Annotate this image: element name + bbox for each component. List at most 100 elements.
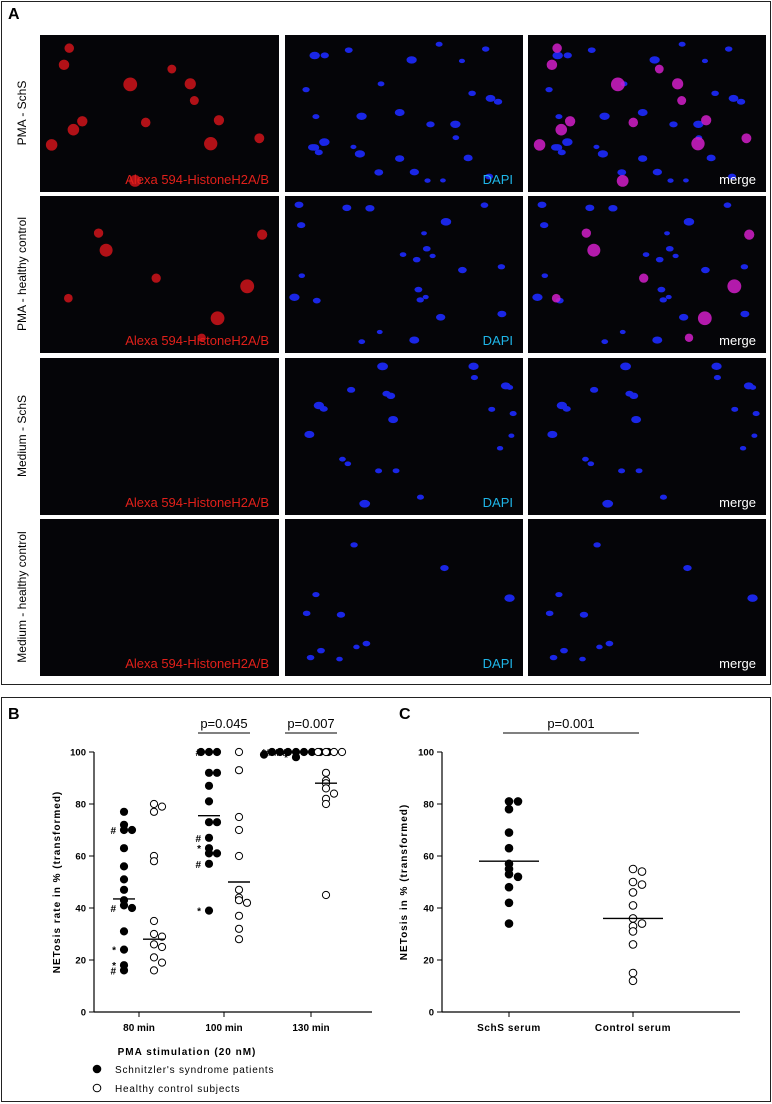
micrograph-blue: DAPI — [285, 358, 523, 515]
nucleus — [664, 231, 670, 236]
nucleus — [590, 386, 599, 393]
nucleus — [353, 644, 360, 650]
histone-signal — [587, 243, 601, 257]
nucleus — [497, 264, 506, 270]
point-control — [313, 747, 323, 757]
nucleus — [458, 58, 465, 64]
micrograph-red: Alexa 594-HistoneH2A/B — [40, 196, 279, 353]
point-control — [149, 966, 159, 975]
point-schs — [204, 768, 214, 777]
micrograph-cells — [532, 201, 755, 345]
nucleus — [713, 375, 721, 381]
nucleus — [406, 56, 417, 64]
histone-signal — [67, 123, 80, 136]
nucleus — [450, 120, 461, 128]
histone-signal — [546, 59, 558, 71]
nucleus — [365, 204, 375, 212]
micrograph-blue: DAPI — [285, 196, 523, 353]
histone-signal — [240, 279, 255, 294]
nucleus — [747, 594, 758, 602]
nucleus — [468, 90, 476, 97]
point-control — [157, 942, 167, 952]
point-control — [637, 867, 647, 876]
micrograph-blue: DAPI — [285, 519, 523, 676]
nucleus — [314, 149, 323, 156]
channel-label: Alexa 594-HistoneH2A/B — [125, 172, 269, 187]
nucleus — [440, 564, 449, 572]
panel-c-letter: C — [399, 706, 411, 723]
point-schs — [504, 828, 514, 837]
histone-signal — [189, 96, 199, 106]
nucleus — [642, 252, 650, 257]
nucleus — [409, 168, 419, 176]
nucleus — [736, 98, 746, 105]
nucleus — [359, 499, 371, 508]
nucleus — [560, 647, 568, 654]
histone-signal — [744, 229, 755, 240]
histone-signal — [581, 228, 591, 238]
point-marker: # — [195, 834, 201, 845]
x-tick-label: 80 min — [123, 1023, 155, 1034]
point-control — [628, 877, 638, 887]
nucleus — [422, 294, 429, 300]
point-control — [234, 924, 244, 933]
point-control — [321, 799, 331, 809]
nucleus — [452, 135, 460, 141]
legend-marker — [92, 1083, 102, 1093]
nucleus — [549, 654, 558, 661]
nucleus — [313, 401, 325, 410]
nucleus — [468, 362, 479, 370]
channel-label: merge — [719, 495, 756, 510]
point-marker: # — [110, 904, 116, 915]
nucleus — [665, 294, 672, 300]
nucleus — [563, 52, 572, 59]
micrograph-cells — [40, 358, 279, 515]
micrograph-merge: merge — [528, 196, 766, 353]
point-schs — [267, 747, 277, 757]
nucleus — [508, 433, 515, 438]
y-tick-label: 60 — [423, 852, 434, 863]
point-schs — [212, 849, 222, 858]
x-tick-label: SchS serum — [477, 1023, 541, 1034]
point-schs — [204, 859, 214, 868]
nucleus — [377, 362, 388, 371]
y-tick-label: 0 — [429, 1008, 434, 1019]
nucleus — [563, 141, 569, 146]
nucleus — [617, 169, 627, 176]
nucleus — [362, 640, 371, 647]
point-marker: * — [112, 961, 116, 972]
nucleus — [294, 201, 304, 208]
point-schs — [212, 768, 222, 777]
histone-signal — [628, 117, 639, 128]
point-control — [157, 932, 167, 941]
point-schs — [127, 825, 137, 835]
micrograph-cells — [64, 228, 268, 342]
histone-signal — [210, 311, 225, 326]
histone-signal — [123, 77, 138, 92]
channel-label: DAPI — [482, 333, 513, 348]
channel-label: Alexa 594-HistoneH2A/B — [125, 495, 269, 510]
point-schs — [504, 919, 514, 928]
point-control — [149, 916, 159, 926]
micrograph-merge: merge — [528, 35, 766, 192]
micrograph-cells — [545, 542, 758, 662]
nucleus — [336, 611, 346, 618]
y-tick-label: 20 — [75, 956, 86, 967]
nucleus — [424, 178, 431, 183]
point-schs — [513, 797, 523, 806]
histone-signal — [533, 139, 546, 151]
point-control — [242, 898, 252, 907]
nucleus — [619, 329, 626, 335]
nucleus — [608, 204, 618, 212]
chart-b: 0 20 40 60 80 100 80 min 100 min 130 min NETosis … — [52, 716, 372, 1095]
point-schs — [504, 804, 514, 814]
point-control — [149, 940, 159, 949]
histone-signal — [564, 116, 576, 127]
point-control — [321, 784, 331, 793]
nucleus — [629, 392, 639, 400]
point-control — [234, 812, 244, 822]
histone-signal — [691, 137, 705, 151]
nucleus — [693, 120, 704, 128]
point-control — [234, 851, 244, 861]
histone-signal — [204, 137, 218, 151]
